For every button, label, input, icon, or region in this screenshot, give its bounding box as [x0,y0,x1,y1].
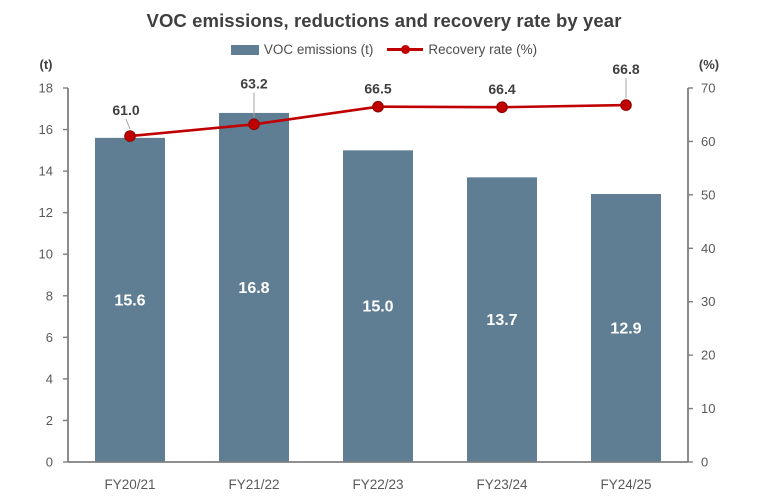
right-axis-tick-label: 10 [701,401,715,416]
legend-line-marker-icon [400,45,410,54]
legend-item-recovery-rate: Recovery rate (%) [387,42,537,57]
chart-legend: VOC emissions (t) Recovery rate (%) [0,42,768,57]
left-axis-tick-label: 14 [39,164,53,179]
legend-label-voc-emissions: VOC emissions (t) [263,42,374,57]
point-label-leader-line [125,118,131,130]
right-axis-tick-label: 20 [701,348,715,363]
x-axis-category-label: FY23/24 [476,477,528,492]
recovery-rate-value-label: 63.2 [240,75,267,91]
chart-title: VOC emissions, reductions and recovery r… [146,10,622,31]
left-axis-tick-label: 16 [39,122,53,137]
right-axis-tick-label: 70 [701,81,715,96]
legend-label-recovery-rate: Recovery rate (%) [428,42,538,57]
recovery-rate-marker [620,99,632,111]
recovery-rate-marker [496,101,508,114]
left-axis-unit-label: (t) [40,57,53,72]
recovery-rate-value-label: 61.0 [112,102,139,118]
left-axis-tick-label: 6 [46,330,53,345]
right-axis-tick-label: 40 [701,241,715,256]
x-axis-category-label: FY20/21 [104,477,155,492]
line-series-swatch-icon [387,45,424,55]
voc-emissions-bar [591,193,661,462]
right-axis-tick-label: 30 [701,294,715,309]
legend-item-voc-emissions: VOC emissions (t) [230,42,374,57]
bar-value-label: 16.8 [238,280,269,297]
voc-emissions-bar [95,137,165,462]
recovery-rate-value-label: 66.8 [612,61,639,77]
voc-emissions-bar [343,150,413,463]
bar-value-label: 15.0 [362,299,393,316]
recovery-rate-marker [372,100,384,113]
bar-value-label: 13.7 [486,312,517,329]
x-axis-category-label: FY24/25 [600,477,651,492]
right-axis-tick-label: 0 [701,455,708,470]
recovery-rate-value-label: 66.5 [364,81,391,97]
x-axis-category-label: FY22/23 [352,477,403,492]
left-axis-tick-label: 18 [39,81,53,96]
x-axis-category-label: FY21/22 [228,477,279,492]
right-axis-tick-label: 50 [701,187,715,202]
left-axis-tick-label: 8 [46,288,53,303]
bar-value-label: 15.6 [114,292,145,309]
bar-series-swatch-icon [230,44,259,55]
left-axis-tick-label: 4 [46,371,53,386]
right-axis-unit-label: (%) [699,57,719,72]
recovery-rate-marker [248,118,260,131]
voc-emissions-bar [219,112,289,462]
right-axis-tick-label: 60 [701,134,715,149]
voc-emissions-bar [467,177,537,462]
left-axis-tick-label: 12 [39,205,53,220]
recovery-rate-marker [124,130,136,142]
left-axis-tick-label: 10 [39,247,53,262]
recovery-rate-value-label: 66.4 [488,81,515,97]
left-axis-tick-label: 0 [46,455,53,470]
left-axis-tick-label: 2 [46,413,53,428]
bar-value-label: 12.9 [610,320,641,337]
